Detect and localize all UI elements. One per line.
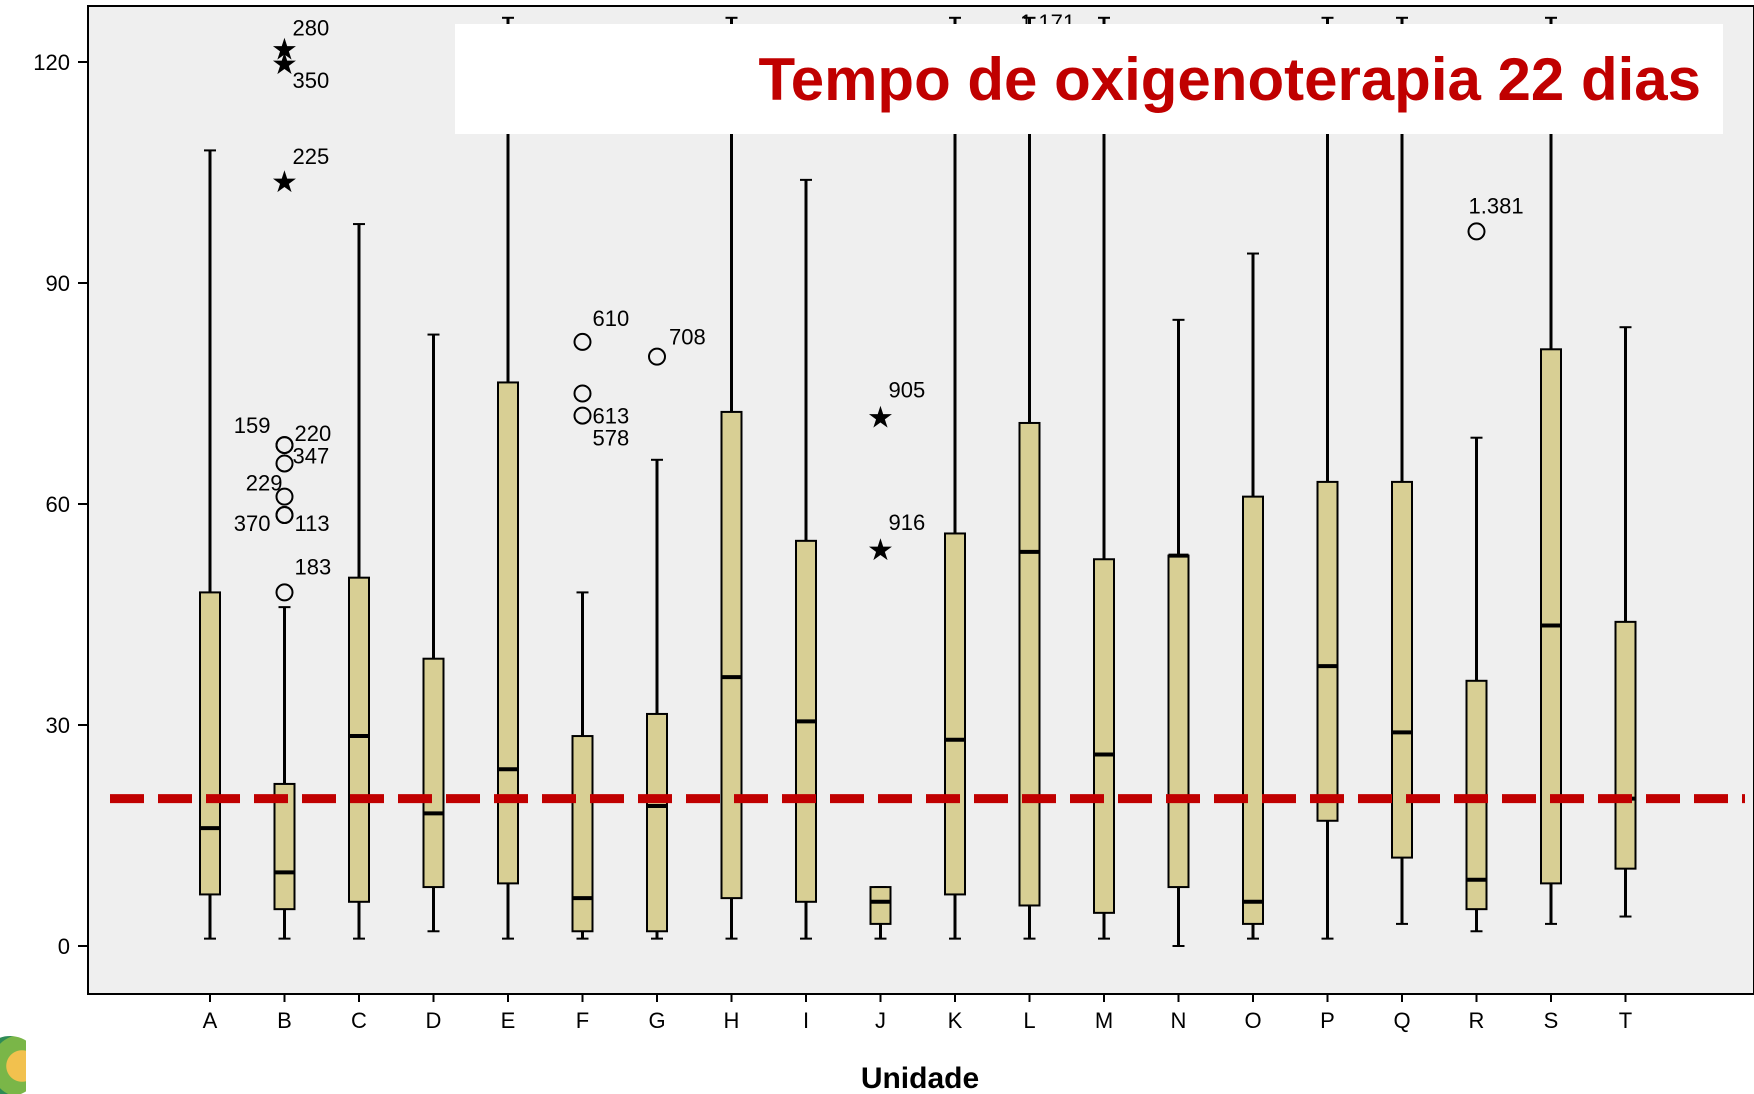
x-axis-title: Unidade <box>861 1062 979 1094</box>
x-tick-label: J <box>875 1008 886 1033</box>
box-E <box>497 381 519 885</box>
outlier-label: 229 <box>246 471 283 496</box>
outlier-label: 1.381 <box>1469 193 1524 218</box>
box-L <box>1018 421 1041 907</box>
outlier-label: 280 <box>293 15 330 40</box>
outlier-label: 613 <box>593 404 630 429</box>
x-tick-label: D <box>426 1008 442 1033</box>
outlier-label: 916 <box>889 510 926 535</box>
x-tick-label: K <box>948 1008 963 1033</box>
box-S <box>1540 348 1562 885</box>
box-C <box>348 576 370 903</box>
x-tick-label: N <box>1171 1008 1187 1033</box>
box-P <box>1316 480 1339 822</box>
y-tick-label: 30 <box>46 713 70 738</box>
title-banner: Tempo de oxigenoterapia 22 dias <box>455 24 1723 134</box>
x-tick-label: G <box>648 1008 665 1033</box>
outlier-circle <box>573 406 592 425</box>
box-B <box>273 782 296 911</box>
outlier-circle <box>275 583 294 602</box>
box-N <box>1167 554 1190 889</box>
outlier-circle <box>275 454 294 473</box>
outlier-label: 905 <box>889 378 926 403</box>
outlier-star: ★ <box>867 533 894 568</box>
x-tick-label: I <box>803 1008 809 1033</box>
x-tick-label: T <box>1619 1008 1632 1033</box>
outlier-circle <box>1467 222 1486 241</box>
logo-icon <box>0 1030 26 1094</box>
y-tick-label: 60 <box>46 492 70 517</box>
box-O <box>1242 495 1264 925</box>
box-J <box>869 886 892 925</box>
outlier-label: 610 <box>593 306 630 331</box>
outlier-circle <box>275 436 294 455</box>
outlier-star: ★ <box>271 165 298 200</box>
box-G <box>646 712 668 933</box>
box-D <box>422 657 445 889</box>
outlier-circle <box>573 384 592 403</box>
outlier-circle <box>275 487 294 506</box>
box-T <box>1614 620 1637 870</box>
x-tick-label: B <box>277 1008 292 1033</box>
outlier-label: 578 <box>593 426 630 451</box>
box-A <box>199 591 221 896</box>
outlier-label: 159 <box>234 413 271 438</box>
chart-title: Tempo de oxigenoterapia 22 dias <box>758 45 1701 113</box>
plot-area <box>87 5 1754 995</box>
box-H <box>720 410 743 900</box>
x-tick-label: L <box>1023 1008 1035 1033</box>
x-tick-label: F <box>576 1008 589 1033</box>
outlier-circle <box>648 347 666 366</box>
outlier-label: 113 <box>295 511 330 536</box>
box-K <box>944 532 966 896</box>
x-tick-label: P <box>1320 1008 1335 1033</box>
x-tick-label: Q <box>1393 1008 1410 1033</box>
outlier-label: 225 <box>293 144 330 169</box>
x-tick-label: E <box>501 1008 516 1033</box>
y-tick-label: 90 <box>46 271 70 296</box>
outlier-label: 220 <box>295 421 332 446</box>
outlier-label: 708 <box>669 325 706 350</box>
outlier-star: ★ <box>271 32 298 67</box>
box-Q <box>1391 480 1413 859</box>
y-tick-label: 0 <box>58 934 70 959</box>
x-tick-label: M <box>1095 1008 1113 1033</box>
outlier-label: 183 <box>295 554 332 579</box>
outlier-star: ★ <box>867 401 894 436</box>
x-tick-label: C <box>351 1008 367 1033</box>
outlier-circle <box>275 506 294 525</box>
outlier-label: 350 <box>293 68 330 93</box>
x-tick-label: O <box>1244 1008 1261 1033</box>
outlier-circle <box>573 332 592 351</box>
x-tick-label: H <box>724 1008 740 1033</box>
x-tick-label: R <box>1469 1008 1485 1033</box>
outlier-label: 370 <box>234 511 271 536</box>
box-M <box>1093 558 1115 914</box>
outlier-star: ★ <box>271 47 298 82</box>
y-tick-label: 120 <box>33 50 70 75</box>
outlier-label: 347 <box>293 443 330 468</box>
x-tick-label: S <box>1544 1008 1559 1033</box>
box-F <box>571 735 594 933</box>
x-tick-label: A <box>203 1008 218 1033</box>
